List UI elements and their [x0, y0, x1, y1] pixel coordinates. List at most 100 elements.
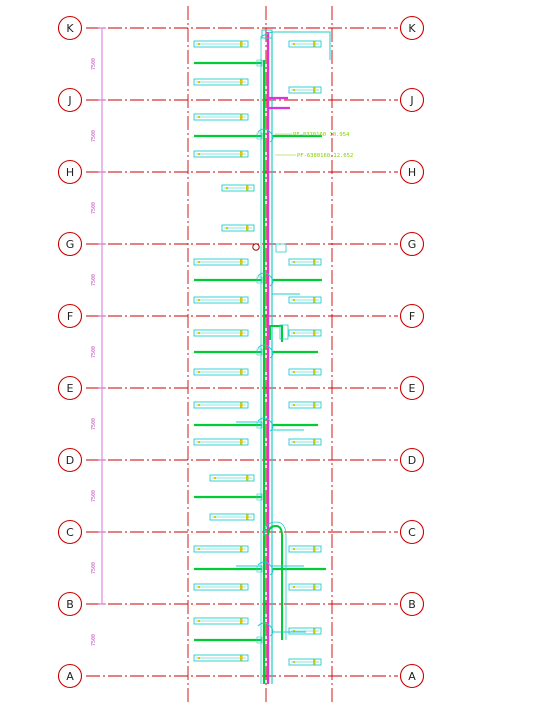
fixture-valve [246, 225, 249, 231]
fixture-marker [198, 116, 200, 118]
fixture-outline [288, 368, 322, 376]
axis-label: K [66, 22, 74, 35]
fixture-marker [293, 332, 295, 334]
fixture-outline [288, 583, 322, 591]
axis-bubble-left [57, 159, 83, 185]
pipe-elbow [257, 417, 274, 432]
fixture-valve [240, 402, 243, 408]
fixture-marker [293, 630, 295, 632]
fixture-outline [193, 329, 249, 337]
fixture-valve [240, 297, 243, 303]
valve-symbol [252, 243, 260, 251]
pipe-end-box [256, 636, 263, 644]
fixture-valve [313, 439, 316, 445]
axis-label: A [66, 670, 74, 683]
fixture-valve [313, 369, 316, 375]
axis-label: H [66, 166, 74, 179]
fixture-valve [240, 259, 243, 265]
axis-bubble-right [399, 519, 425, 545]
fixture-marker [198, 586, 200, 588]
fixture-marker [293, 89, 295, 91]
fixture-outline [288, 258, 322, 266]
axis-bubble-left [57, 303, 83, 329]
dimension-label: 7500 [91, 58, 97, 70]
axis-label: B [66, 598, 74, 611]
fixture-marker [293, 261, 295, 263]
axis-label: J [67, 94, 71, 107]
axis-label: C [66, 526, 74, 539]
fixture-valve [240, 584, 243, 590]
axis-bubble-left [57, 447, 83, 473]
pipes-layer [194, 29, 331, 684]
fixture-outline [288, 627, 322, 635]
fixture-outline [221, 224, 255, 232]
dimension-label: 7500 [91, 562, 97, 574]
axis-label: G [408, 238, 417, 251]
fixture-marker [214, 516, 216, 518]
fixture-outline [193, 654, 249, 662]
fixture-valve [313, 330, 316, 336]
pipe-elbow [257, 344, 274, 359]
fixture-outline [193, 113, 249, 121]
axis-bubble-right [399, 303, 425, 329]
axis-bubble-right [399, 159, 425, 185]
fixture-outline [288, 438, 322, 446]
fixture-marker [198, 261, 200, 263]
fixture-marker [198, 404, 200, 406]
fixture-marker [293, 371, 295, 373]
fixture-marker [198, 441, 200, 443]
pipe-end-box [256, 493, 263, 501]
axis-label: F [409, 310, 415, 323]
fixture-outline [193, 150, 249, 158]
fixture-valve [313, 584, 316, 590]
fixture-valve [240, 41, 243, 47]
fixture-marker [293, 299, 295, 301]
fixture-valve [240, 114, 243, 120]
fixture-outline [209, 474, 255, 482]
axis-label: H [408, 166, 416, 179]
dimension-chain: 7500 7500 7500 7500 7500 7500 7500 7500 7500 [91, 27, 106, 646]
fixture-marker [293, 586, 295, 588]
riser-loop [267, 524, 283, 640]
pipe-end-box [256, 276, 263, 284]
dimension-label: 7500 [91, 634, 97, 646]
fixture-marker [293, 548, 295, 550]
fixture-valve [240, 655, 243, 661]
axis-label: B [408, 598, 416, 611]
pipe-annotation: PF-6380160 12.652 [297, 153, 353, 159]
fixture-valve [240, 330, 243, 336]
fixture-outline [193, 401, 249, 409]
axis-label: D [408, 454, 416, 467]
riser-offset [269, 325, 283, 342]
pipe-elbow [257, 128, 274, 143]
pipe-end-box [256, 59, 263, 67]
fixture-valve [246, 514, 249, 520]
fixture-marker [214, 477, 216, 479]
fixture-outline [288, 658, 322, 666]
fixture-outline [193, 583, 249, 591]
fixture-outline [193, 40, 249, 48]
axis-bubble-right [399, 15, 425, 41]
fixture-outline [193, 368, 249, 376]
fixture-marker [226, 187, 228, 189]
fixture-valve [313, 297, 316, 303]
annotations-layer: PF-8370160 10.954 PF-6380160 12.652 [275, 132, 353, 159]
pipe-elbow [257, 561, 274, 576]
dimension-label: 7500 [91, 490, 97, 502]
fixture-outline [288, 40, 322, 48]
fixture-valve [313, 628, 316, 634]
fixtures-layer [193, 40, 322, 666]
fixture-outline [193, 617, 249, 625]
axis-label: J [409, 94, 413, 107]
fixture-marker [198, 548, 200, 550]
fixture-marker [198, 371, 200, 373]
fixture-outline [288, 545, 322, 553]
dimension-label: 7500 [91, 130, 97, 142]
fixture-valve [313, 259, 316, 265]
fixture-valve [313, 402, 316, 408]
fixture-marker [293, 661, 295, 663]
fixture-valve [246, 475, 249, 481]
column-lines [187, 6, 333, 702]
dimension-label: 7500 [91, 202, 97, 214]
